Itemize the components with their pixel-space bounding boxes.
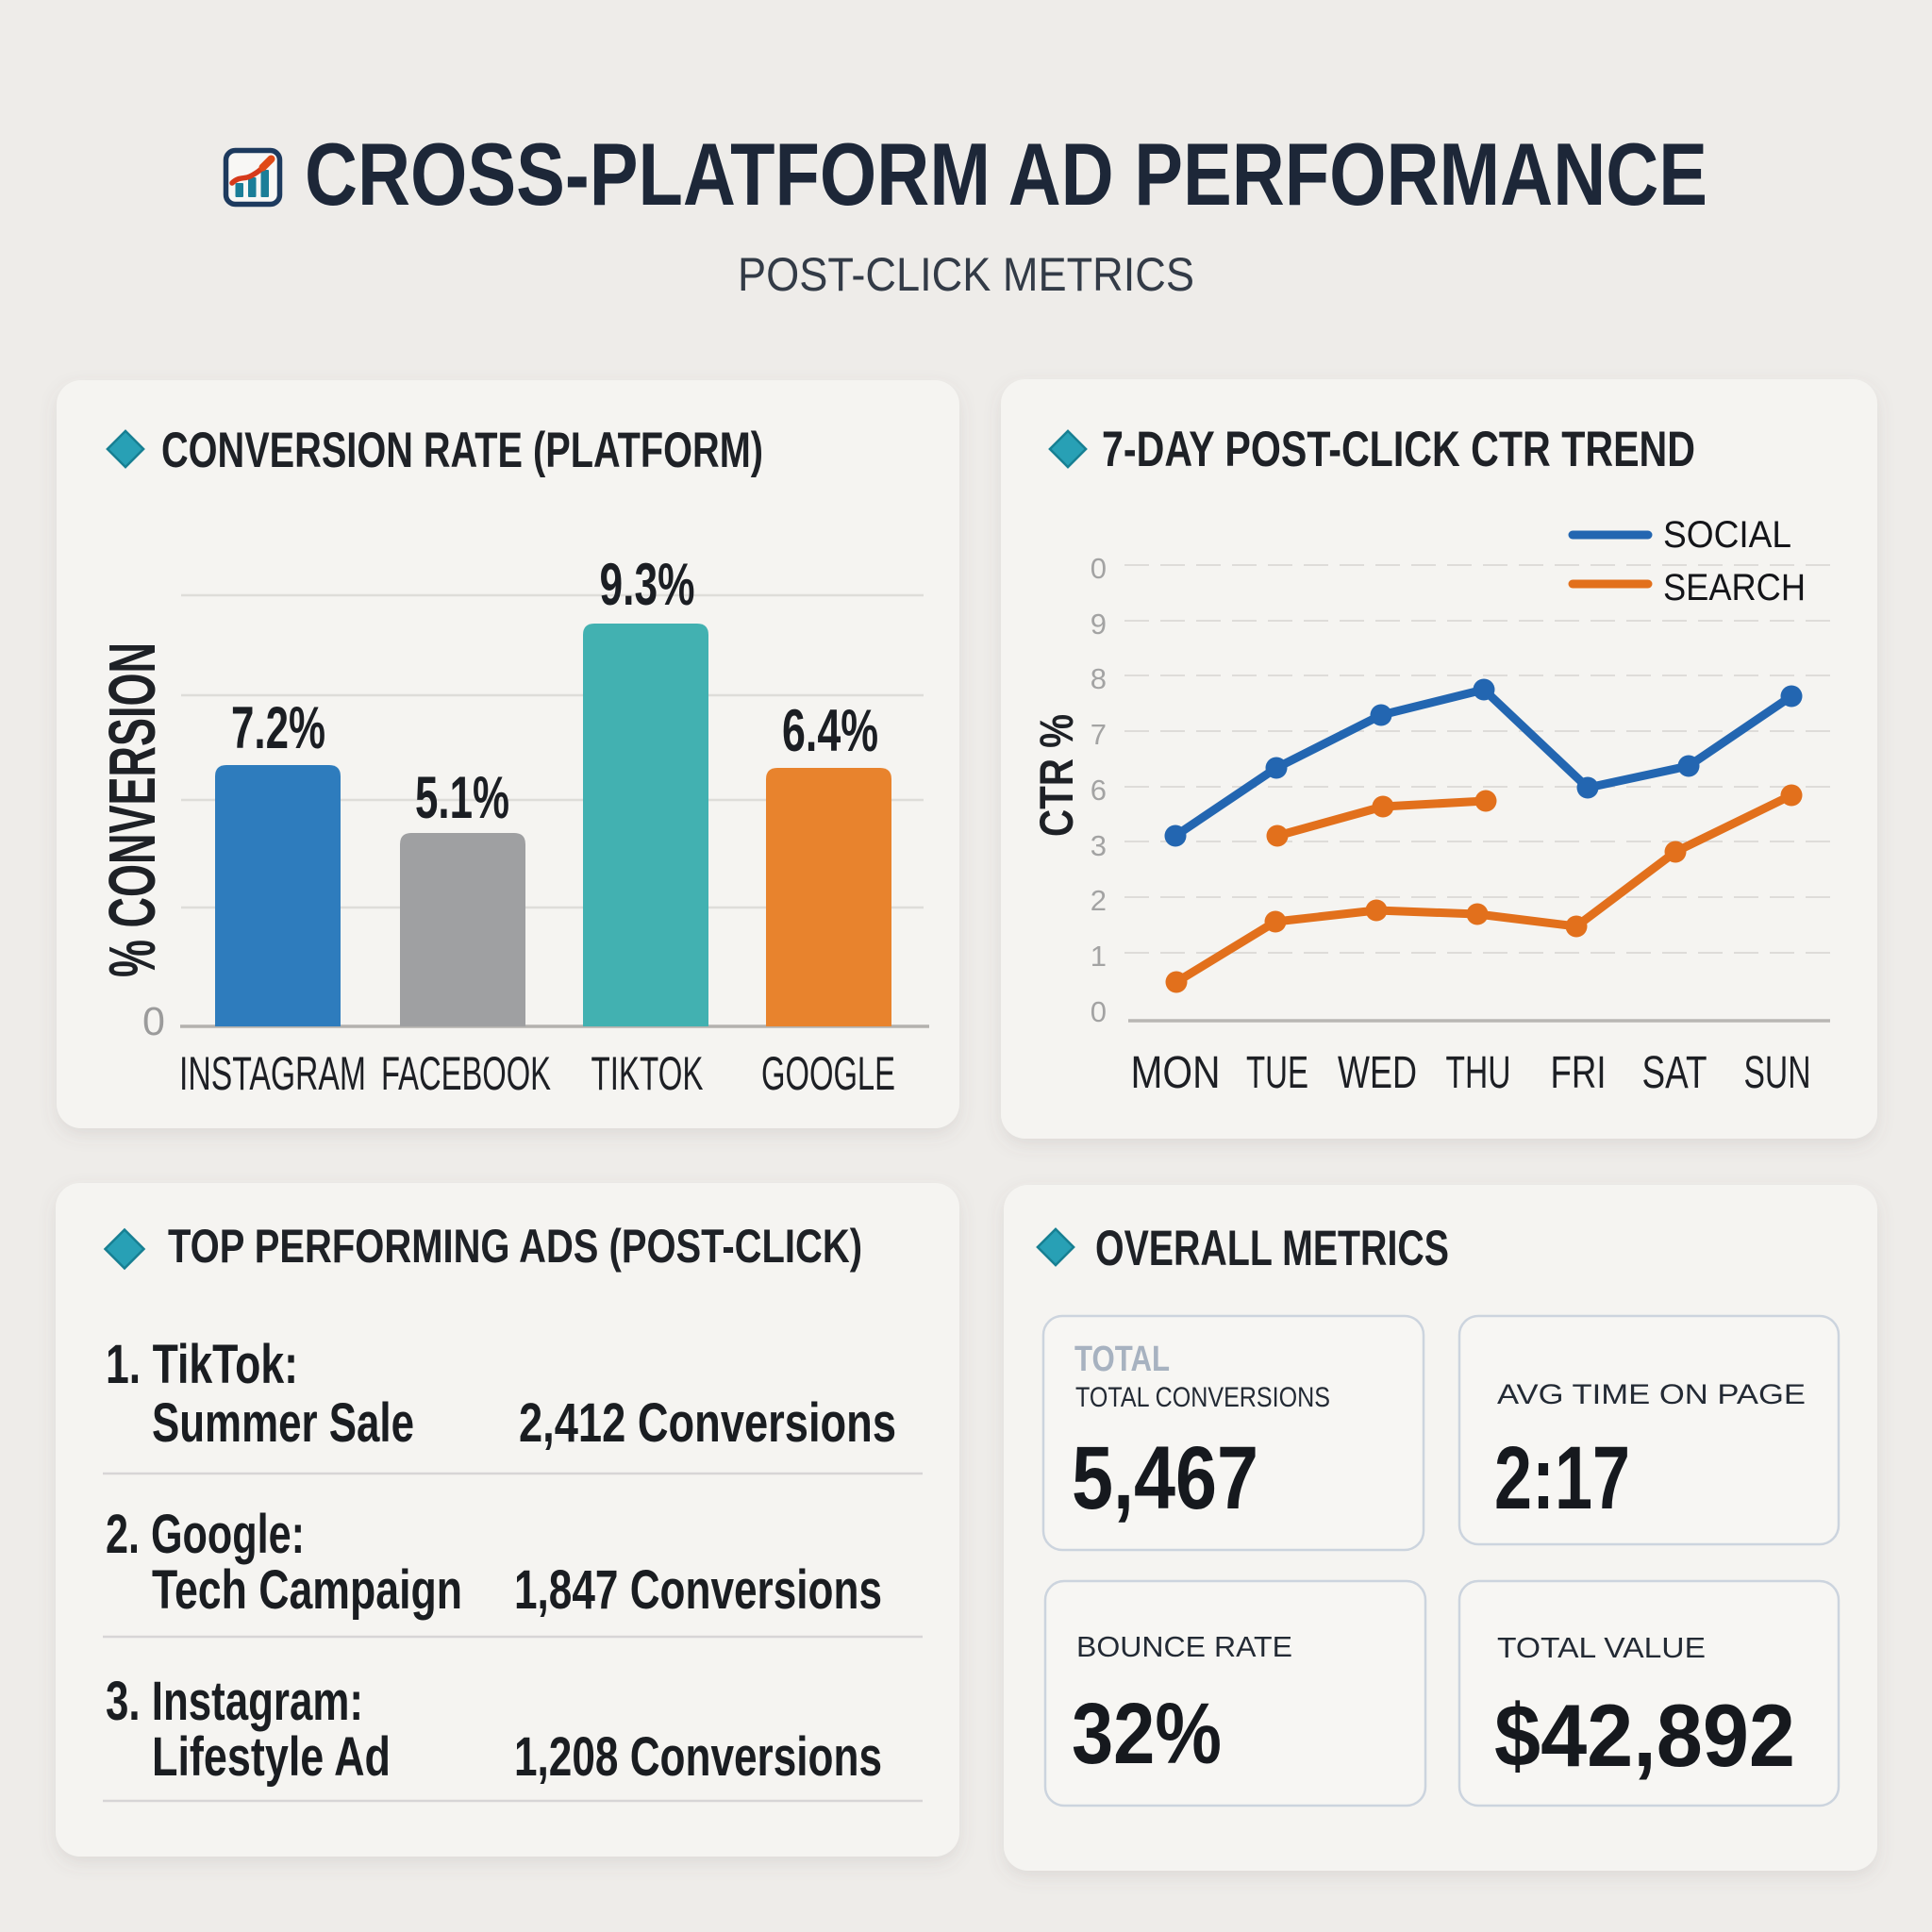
svg-text:Summer Sale: Summer Sale	[152, 1392, 414, 1454]
svg-text:1,847 Conversions: 1,847 Conversions	[514, 1559, 882, 1621]
svg-text:2. Google:: 2. Google:	[106, 1504, 305, 1565]
svg-text:TIKTOK: TIKTOK	[591, 1047, 704, 1100]
svg-text:6: 6	[1091, 774, 1107, 807]
svg-text:Tech Campaign: Tech Campaign	[152, 1559, 462, 1621]
svg-text:TOTAL VALUE: TOTAL VALUE	[1497, 1631, 1706, 1664]
svg-text:% CONVERSION: % CONVERSION	[95, 642, 169, 977]
svg-text:0: 0	[1091, 995, 1107, 1028]
svg-text:7.2%: 7.2%	[231, 695, 325, 761]
svg-text:3. Instagram:: 3. Instagram:	[106, 1671, 363, 1732]
svg-text:8: 8	[1091, 662, 1107, 695]
svg-text:WED: WED	[1338, 1048, 1417, 1098]
svg-text:GOOGLE: GOOGLE	[761, 1047, 895, 1100]
svg-text:FACEBOOK: FACEBOOK	[381, 1047, 551, 1100]
svg-text:TOP PERFORMING ADS (POST-CLICK: TOP PERFORMING ADS (POST-CLICK)	[168, 1220, 862, 1273]
svg-text:MON: MON	[1131, 1048, 1221, 1098]
svg-text:7: 7	[1091, 718, 1107, 751]
svg-text:6.4%: 6.4%	[782, 698, 878, 764]
svg-text:POST-CLICK METRICS: POST-CLICK METRICS	[738, 248, 1194, 301]
svg-text:INSTAGRAM: INSTAGRAM	[179, 1047, 366, 1100]
svg-text:2: 2	[1091, 884, 1107, 917]
svg-text:SOCIAL: SOCIAL	[1663, 514, 1791, 556]
svg-text:CTR %: CTR %	[1030, 714, 1083, 837]
svg-text:CROSS-PLATFORM AD PERFORMANCE: CROSS-PLATFORM AD PERFORMANCE	[305, 125, 1707, 224]
svg-text:FRI: FRI	[1551, 1048, 1607, 1098]
svg-text:5.1%: 5.1%	[415, 765, 509, 831]
svg-text:0: 0	[1091, 552, 1107, 585]
svg-text:32%: 32%	[1072, 1686, 1222, 1782]
svg-text:SEARCH: SEARCH	[1663, 567, 1806, 608]
svg-text:5,467: 5,467	[1072, 1428, 1258, 1528]
svg-text:1: 1	[1091, 940, 1107, 973]
svg-text:9.3%: 9.3%	[600, 552, 695, 618]
svg-text:Lifestyle Ad: Lifestyle Ad	[152, 1726, 391, 1788]
svg-text:BOUNCE RATE: BOUNCE RATE	[1076, 1630, 1292, 1663]
svg-text:THU: THU	[1446, 1048, 1511, 1098]
svg-text:7-DAY POST-CLICK CTR TREND: 7-DAY POST-CLICK CTR TREND	[1102, 422, 1695, 477]
svg-text:2,412 Conversions: 2,412 Conversions	[519, 1392, 896, 1454]
svg-text:9: 9	[1091, 608, 1107, 641]
svg-text:3: 3	[1091, 829, 1107, 862]
svg-text:SAT: SAT	[1642, 1048, 1707, 1098]
svg-text:TOTAL CONVERSIONS: TOTAL CONVERSIONS	[1075, 1382, 1330, 1413]
svg-text:1,208 Conversions: 1,208 Conversions	[514, 1726, 882, 1788]
svg-text:CONVERSION RATE (PLATFORM): CONVERSION RATE (PLATFORM)	[161, 423, 763, 478]
svg-text:OVERALL METRICS: OVERALL METRICS	[1095, 1221, 1449, 1276]
svg-text:SUN: SUN	[1744, 1048, 1811, 1098]
svg-text:0: 0	[142, 999, 165, 1044]
svg-text:TOTAL: TOTAL	[1074, 1340, 1170, 1379]
svg-text:$42,892: $42,892	[1494, 1686, 1795, 1785]
svg-text:TUE: TUE	[1246, 1048, 1308, 1098]
svg-text:1. TikTok:: 1. TikTok:	[106, 1334, 298, 1395]
svg-text:2:17: 2:17	[1494, 1428, 1630, 1528]
svg-text:AVG TIME ON PAGE: AVG TIME ON PAGE	[1497, 1379, 1806, 1410]
